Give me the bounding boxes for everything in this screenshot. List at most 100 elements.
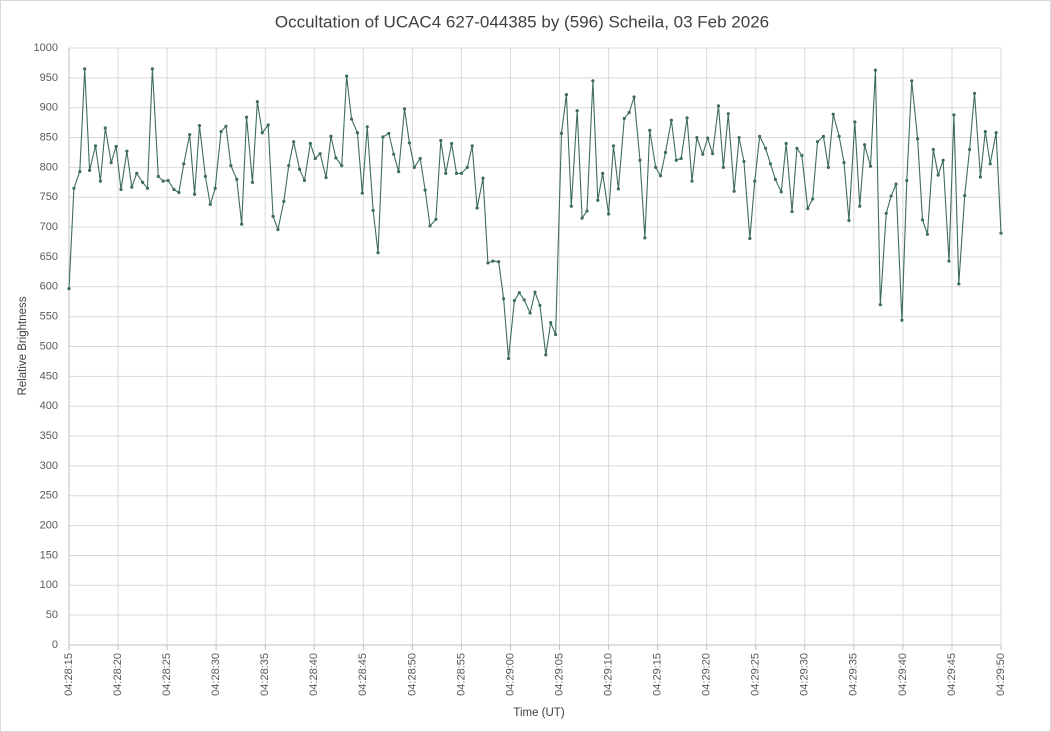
data-point	[654, 165, 658, 169]
data-point	[575, 109, 579, 113]
data-point	[800, 153, 804, 158]
data-point	[72, 186, 76, 190]
data-point	[837, 134, 841, 138]
data-point	[994, 131, 998, 135]
data-point	[276, 227, 280, 232]
data-point	[831, 112, 835, 116]
data-point	[564, 92, 568, 97]
data-point	[454, 171, 459, 175]
x-tick-label: 04:28:40	[308, 653, 320, 696]
x-axis-title: Time (UT)	[513, 707, 564, 719]
data-point	[208, 202, 212, 207]
data-point	[873, 68, 878, 72]
data-point	[161, 179, 165, 183]
data-point	[475, 206, 479, 210]
x-tick-label: 04:29:30	[799, 653, 811, 696]
y-tick-label: 900	[40, 102, 58, 114]
x-tick-label: 04:28:20	[112, 653, 124, 696]
data-point	[459, 171, 464, 175]
x-tick-label: 04:28:25	[161, 653, 173, 696]
data-point	[606, 212, 611, 216]
data-point	[643, 236, 647, 240]
data-point	[622, 116, 626, 121]
data-point	[905, 178, 909, 183]
data-point	[983, 129, 987, 134]
data-point	[601, 171, 605, 175]
data-point	[658, 174, 663, 178]
data-point	[716, 104, 721, 108]
x-tick-label: 04:29:05	[553, 653, 565, 696]
data-point	[580, 216, 584, 220]
data-point	[250, 180, 255, 184]
data-point	[900, 318, 904, 322]
data-point	[213, 186, 217, 190]
data-point	[847, 218, 851, 223]
data-point	[103, 126, 107, 130]
data-point	[340, 164, 344, 168]
data-point	[920, 218, 925, 222]
data-point	[450, 141, 454, 146]
data-point	[119, 187, 123, 192]
data-point	[894, 182, 898, 186]
data-point	[863, 143, 867, 147]
data-point	[811, 197, 815, 201]
data-point	[768, 162, 773, 166]
y-tick-label: 200	[40, 520, 58, 532]
data-point	[244, 115, 249, 119]
data-point	[853, 120, 857, 124]
data-point	[188, 132, 192, 137]
data-point	[470, 144, 474, 148]
data-point	[591, 79, 595, 83]
data-point	[732, 189, 736, 193]
data-point	[685, 116, 689, 120]
data-point	[282, 199, 286, 204]
data-point	[742, 159, 746, 164]
data-point	[790, 209, 794, 214]
data-point	[538, 303, 542, 307]
data-point	[528, 311, 532, 315]
data-point	[779, 190, 783, 194]
data-point	[428, 224, 432, 228]
y-tick-label: 0	[52, 639, 58, 651]
data-point	[392, 152, 396, 156]
data-point	[549, 321, 553, 325]
y-tick-label: 700	[40, 221, 58, 233]
data-point	[569, 204, 573, 208]
data-point	[360, 191, 364, 195]
data-point	[506, 356, 511, 361]
data-point	[125, 149, 129, 153]
data-point	[255, 100, 259, 104]
x-tick-label: 04:29:15	[652, 653, 664, 696]
data-point	[585, 209, 589, 213]
x-tick-label: 04:29:10	[602, 653, 614, 696]
data-point	[150, 67, 154, 71]
data-point	[999, 231, 1003, 235]
x-tick-label: 04:28:15	[63, 653, 75, 696]
data-point	[925, 232, 930, 236]
x-tick-label: 04:29:50	[995, 653, 1007, 696]
data-point	[690, 179, 694, 183]
data-point	[224, 124, 228, 128]
y-tick-label: 350	[40, 430, 58, 442]
data-point	[533, 290, 537, 294]
y-tick-label: 550	[40, 311, 58, 323]
data-point	[737, 135, 741, 140]
data-point	[952, 113, 956, 117]
data-point	[297, 167, 302, 171]
x-tick-label: 04:28:35	[259, 653, 271, 696]
data-point	[889, 194, 893, 198]
data-point	[98, 179, 102, 183]
data-point	[669, 118, 673, 122]
data-point	[329, 134, 333, 138]
x-tick-label: 04:29:35	[848, 653, 860, 696]
data-point	[931, 147, 935, 152]
data-point	[418, 156, 422, 161]
data-point	[182, 162, 186, 166]
data-point	[381, 135, 385, 139]
data-point	[806, 206, 810, 211]
data-point	[349, 117, 354, 121]
data-point	[67, 286, 71, 291]
y-tick-label: 600	[40, 281, 58, 293]
data-point	[355, 131, 360, 135]
